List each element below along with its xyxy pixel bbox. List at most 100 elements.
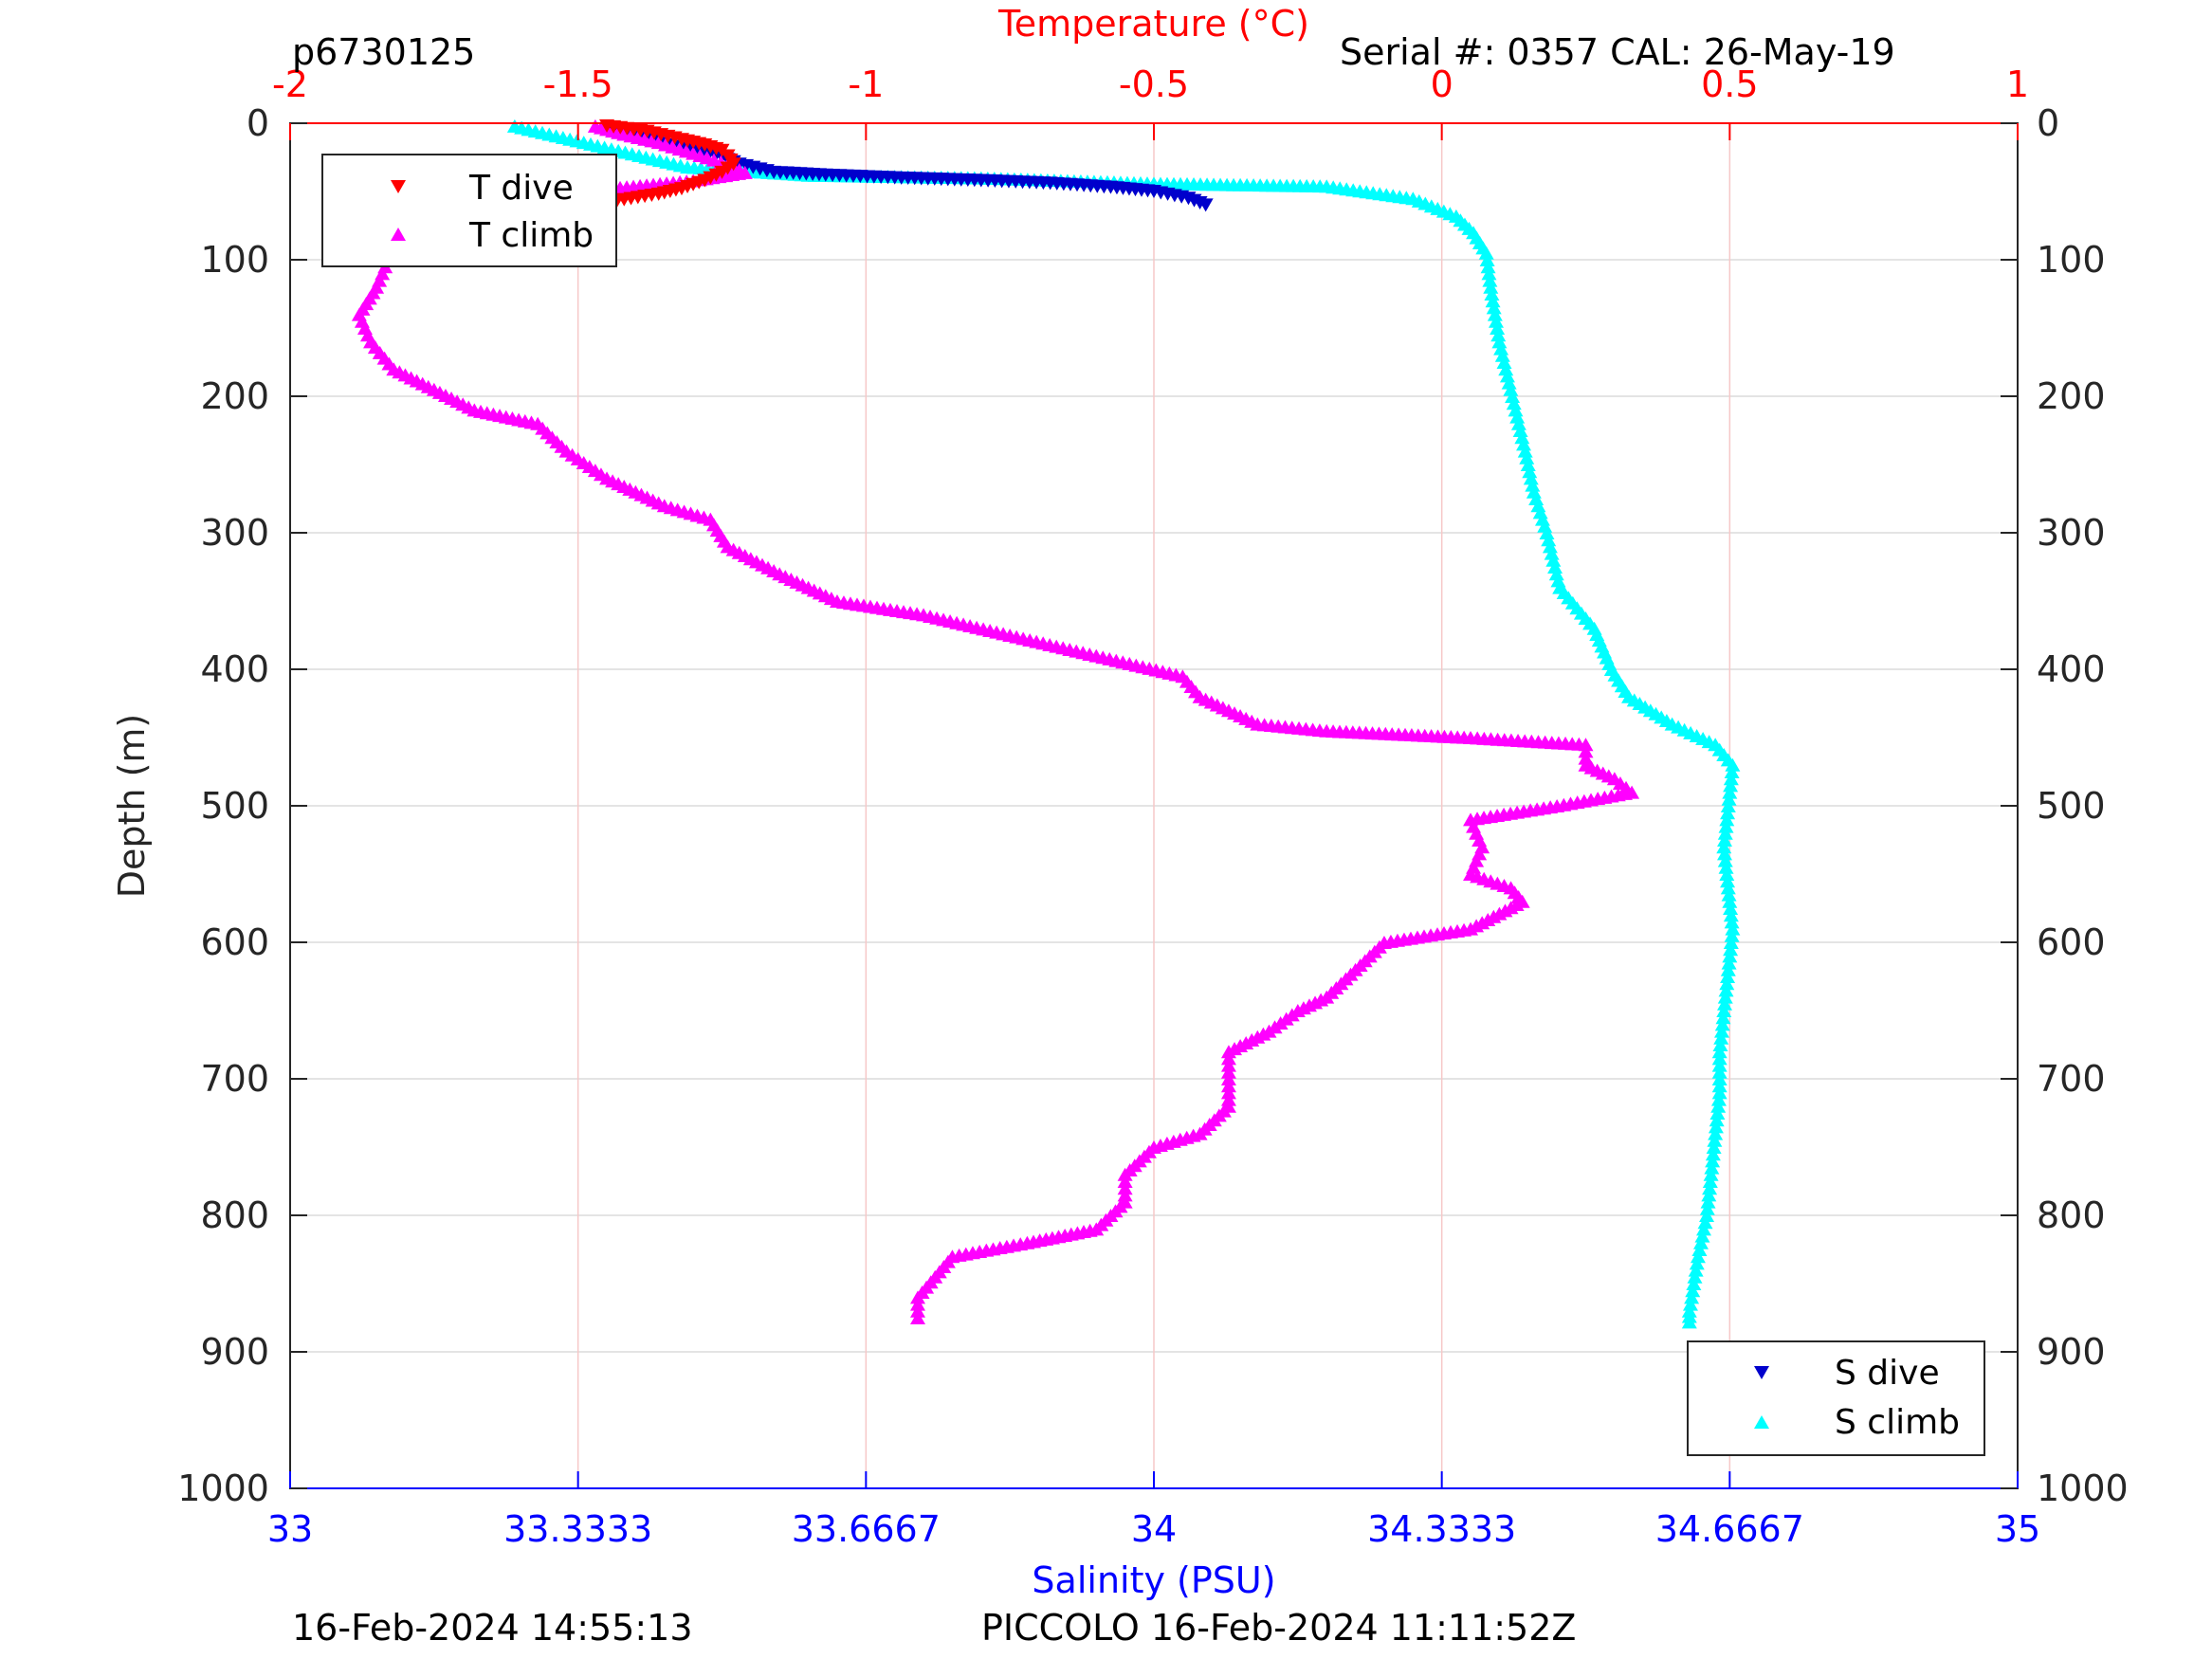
data-point — [1710, 1092, 1727, 1106]
salinity-tick-label: 33 — [267, 1508, 313, 1550]
depth-tick-label-right: 900 — [2037, 1331, 2106, 1373]
data-point — [1705, 1154, 1721, 1168]
data-point — [1685, 1284, 1701, 1298]
data-point — [1684, 1290, 1700, 1304]
depth-tick-label-right: 800 — [2037, 1194, 2106, 1236]
data-point — [1689, 1256, 1705, 1270]
bottom-axis-label: Salinity (PSU) — [1032, 1559, 1275, 1601]
data-point — [1715, 1011, 1731, 1025]
data-point — [1711, 1051, 1728, 1066]
depth-tick-label-right: 200 — [2037, 375, 2106, 417]
depth-tick-label-left: 0 — [247, 102, 269, 144]
data-point — [1544, 546, 1560, 560]
legend-label-t-climb: T climb — [468, 216, 594, 255]
data-point — [1721, 792, 1737, 806]
profile-id: p6730125 — [292, 31, 475, 73]
data-point — [1709, 1106, 1726, 1120]
depth-tick-label-left: 100 — [200, 239, 269, 281]
data-point — [909, 1304, 925, 1318]
data-point — [1508, 403, 1524, 417]
data-point — [1506, 396, 1522, 410]
data-point — [1220, 1045, 1236, 1059]
data-point — [1691, 1243, 1708, 1256]
data-point — [1512, 424, 1528, 437]
data-point — [1720, 806, 1736, 820]
data-point — [1117, 1175, 1133, 1188]
data-point — [1539, 526, 1555, 539]
data-point — [1488, 314, 1504, 328]
data-point — [1717, 853, 1733, 867]
data-point — [1713, 1024, 1729, 1038]
depth-tick-label-left: 1000 — [177, 1468, 269, 1509]
data-point — [1516, 437, 1532, 451]
data-point — [1711, 1065, 1728, 1079]
depth-tick-label-left: 400 — [200, 648, 269, 690]
data-point — [1485, 294, 1501, 308]
data-point — [1687, 1269, 1703, 1284]
data-point — [1514, 430, 1530, 445]
data-point — [1220, 1079, 1236, 1093]
data-point — [1682, 1297, 1698, 1311]
data-point — [1578, 751, 1594, 765]
data-point — [1703, 1167, 1719, 1181]
data-point — [1717, 833, 1733, 847]
data-point — [1719, 867, 1735, 881]
depth-tick-label-right: 0 — [2037, 102, 2059, 144]
top-axis-label: Temperature (°C) — [997, 3, 1309, 45]
data-point — [1197, 198, 1214, 212]
data-point — [1699, 1201, 1715, 1215]
salinity-tick-label: 34.3333 — [1367, 1508, 1516, 1550]
data-point — [1220, 1072, 1236, 1085]
data-point — [1501, 375, 1517, 390]
legend-marker-s-dive — [1754, 1366, 1769, 1379]
salinity-tick-label: 35 — [1995, 1508, 2040, 1550]
data-point — [1701, 1188, 1717, 1202]
data-point — [1547, 560, 1563, 574]
data-point — [1711, 1079, 1728, 1093]
data-point — [1711, 1058, 1728, 1072]
data-point — [1723, 936, 1739, 949]
data-point — [1220, 1058, 1236, 1072]
data-point — [1550, 574, 1566, 588]
data-point — [1688, 1263, 1704, 1277]
temperature-tick-label: -1.5 — [543, 64, 613, 105]
legend-salinity: S dive S climb — [1687, 1340, 1985, 1456]
data-point — [1578, 738, 1594, 752]
data-points — [351, 118, 1741, 1329]
data-point — [1487, 307, 1503, 321]
depth-tick-label-left: 900 — [200, 1331, 269, 1373]
data-point — [1717, 996, 1733, 1011]
data-point — [1520, 458, 1536, 471]
data-point — [1491, 335, 1508, 349]
data-point — [1718, 860, 1734, 874]
salinity-tick-label: 33.3333 — [503, 1508, 652, 1550]
data-point — [1720, 881, 1736, 895]
data-point — [1478, 246, 1494, 260]
salinity-tick-label: 33.6667 — [792, 1508, 941, 1550]
data-point — [1523, 471, 1539, 485]
legend-label-s-dive: S dive — [1835, 1354, 1940, 1393]
data-point — [1720, 962, 1736, 976]
data-point — [1545, 553, 1562, 567]
depth-tick-label-right: 600 — [2037, 921, 2106, 963]
legend-label-t-dive: T dive — [468, 169, 574, 208]
temperature-tick-label: 0.5 — [1701, 64, 1758, 105]
data-point — [1708, 1120, 1724, 1134]
data-point — [1483, 280, 1499, 294]
data-point — [1525, 478, 1541, 492]
depth-tick-label-left: 500 — [200, 785, 269, 827]
data-point — [1712, 1038, 1728, 1051]
data-point — [1690, 1249, 1706, 1264]
data-point — [1482, 273, 1498, 287]
data-point — [1708, 1126, 1724, 1140]
data-point — [1722, 785, 1738, 799]
data-point — [1220, 1051, 1236, 1066]
depth-tick-label-left: 800 — [200, 1194, 269, 1236]
data-point — [1713, 1030, 1729, 1045]
data-point — [1707, 1133, 1723, 1147]
depth-tick-label-right: 1000 — [2037, 1468, 2129, 1509]
data-point — [1681, 1315, 1697, 1329]
data-point — [1724, 915, 1740, 929]
data-point — [1717, 826, 1733, 840]
